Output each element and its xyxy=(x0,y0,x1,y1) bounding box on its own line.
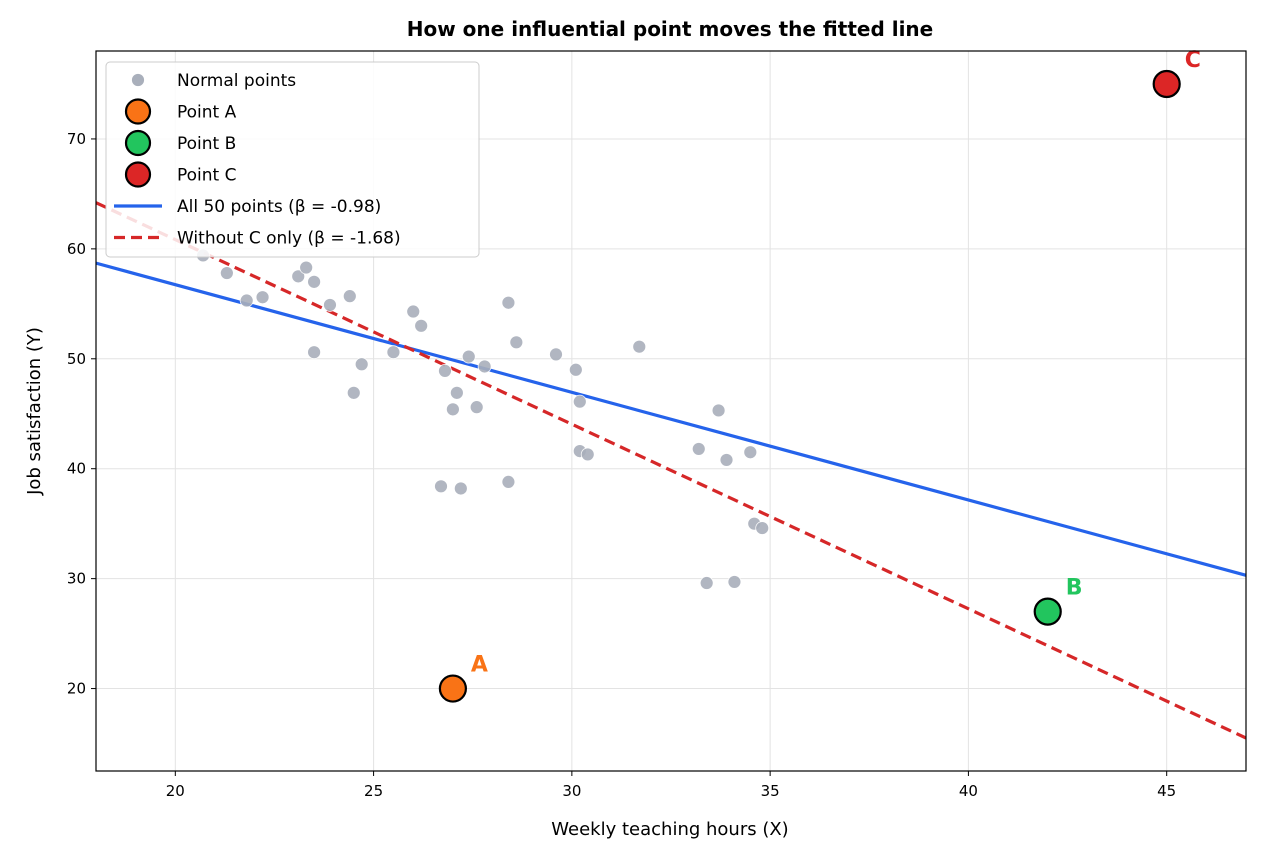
normal-point xyxy=(711,403,726,418)
point-b-label: B xyxy=(1066,576,1083,601)
normal-point xyxy=(509,335,524,350)
normal-point xyxy=(453,481,468,496)
legend-label: Point A xyxy=(177,103,237,123)
normal-point xyxy=(346,385,361,400)
normal-point xyxy=(501,475,516,489)
x-tick-label: 35 xyxy=(761,782,780,800)
legend-label: Point C xyxy=(177,166,236,186)
normal-point xyxy=(477,359,492,374)
normal-point xyxy=(255,290,270,305)
normal-point xyxy=(219,266,234,280)
plot-frame xyxy=(95,50,1247,772)
y-axis-label: Job satisfaction (Y) xyxy=(24,327,45,496)
y-tick-label: 40 xyxy=(67,460,86,478)
x-tick-label: 40 xyxy=(959,782,978,800)
legend-marker xyxy=(124,98,152,125)
normal-point xyxy=(469,400,484,415)
legend-label: Normal points xyxy=(177,71,296,91)
x-tick-label: 25 xyxy=(364,782,383,800)
normal-point xyxy=(438,363,452,378)
point-b xyxy=(1033,597,1062,626)
legend-box xyxy=(105,61,480,258)
normal-point xyxy=(549,347,563,362)
point-c-label: C xyxy=(1185,48,1201,73)
normal-point xyxy=(691,442,706,456)
y-tick-label: 70 xyxy=(67,130,86,148)
normal-point xyxy=(445,402,460,417)
y-tick-label: 30 xyxy=(67,570,86,588)
point-a xyxy=(438,674,467,703)
normal-point xyxy=(719,453,734,467)
normal-point xyxy=(434,479,448,494)
y-tick-label: 60 xyxy=(67,240,86,258)
point-c xyxy=(1152,69,1181,99)
normal-point xyxy=(307,274,322,289)
x-tick-label: 20 xyxy=(166,782,185,800)
y-tick-label: 20 xyxy=(67,680,86,698)
normal-point xyxy=(291,269,306,284)
legend-label: Without C only (β = -1.68) xyxy=(177,229,401,249)
x-tick-label: 30 xyxy=(562,782,581,800)
normal-point xyxy=(501,295,516,310)
normal-point xyxy=(743,445,758,460)
normal-point xyxy=(568,362,583,377)
normal-point xyxy=(580,447,595,462)
normal-point xyxy=(755,521,770,535)
x-tick-label: 45 xyxy=(1157,782,1176,800)
normal-point xyxy=(632,339,647,354)
normal-point xyxy=(386,345,401,360)
normal-point xyxy=(354,357,369,372)
normal-point xyxy=(342,289,357,304)
x-axis-label: Weekly teaching hours (X) xyxy=(551,819,788,840)
fit-lines xyxy=(96,201,1246,740)
normal-point xyxy=(307,345,322,360)
normal-point xyxy=(239,293,254,308)
normal-point xyxy=(299,260,314,275)
chart-title: How one influential point moves the fitt… xyxy=(407,17,933,41)
legend-label: Point B xyxy=(177,134,236,154)
fit-line-without-c xyxy=(96,201,1246,740)
normal-point xyxy=(323,298,337,312)
normal-point xyxy=(572,394,587,409)
axis-ticks: 20 25 30 35 40 45 20 30 40 50 60 70 xyxy=(67,130,1176,800)
normal-point xyxy=(727,575,742,589)
normal-point xyxy=(449,385,464,400)
normal-point xyxy=(461,349,476,364)
legend: Normal points Point A Point B Point C All 50… xyxy=(105,61,480,258)
legend-marker xyxy=(131,73,145,87)
legend-marker xyxy=(124,129,152,157)
normal-point xyxy=(406,304,421,319)
y-tick-label: 50 xyxy=(67,350,86,368)
legend-label: All 50 points (β = -0.98) xyxy=(177,197,381,217)
fit-line-all-points xyxy=(96,261,1246,577)
normal-point xyxy=(699,576,714,590)
point-a-label: A xyxy=(471,653,488,678)
normal-point xyxy=(414,318,429,333)
legend-marker xyxy=(124,161,152,188)
